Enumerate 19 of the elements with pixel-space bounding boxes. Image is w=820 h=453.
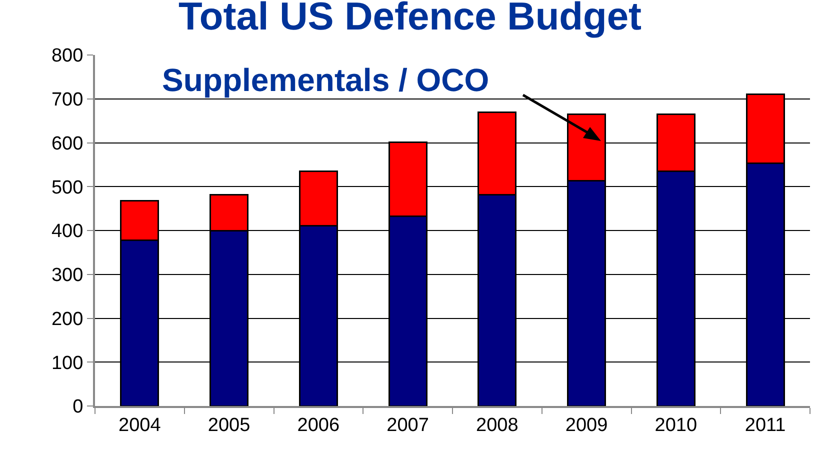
- y-tick-label: 300: [51, 265, 84, 286]
- y-tick-label: 700: [51, 90, 84, 111]
- x-tick-label: 2005: [208, 414, 250, 436]
- x-tick-label: 2006: [297, 414, 340, 436]
- y-tick-label: 600: [51, 133, 84, 154]
- y-tick-label: 200: [51, 308, 84, 330]
- x-tick-label: 2009: [565, 414, 608, 436]
- y-tick-label: 800: [51, 46, 84, 67]
- y-tick-label: 500: [51, 177, 84, 198]
- x-tick-label: 2011: [744, 414, 786, 436]
- chart-title: Total US Defence Budget: [178, 0, 642, 39]
- annotation: Supplementals / OCO: [162, 62, 490, 98]
- x-tick-label: 2010: [654, 414, 698, 436]
- x-tick-label: 2007: [386, 414, 429, 436]
- y-tick-label: 400: [51, 221, 84, 242]
- y-tick-label: 0: [72, 396, 84, 418]
- x-tick-label: 2004: [118, 414, 162, 436]
- x-tick-label: 2008: [476, 414, 518, 436]
- y-tick-label: 100: [51, 352, 84, 374]
